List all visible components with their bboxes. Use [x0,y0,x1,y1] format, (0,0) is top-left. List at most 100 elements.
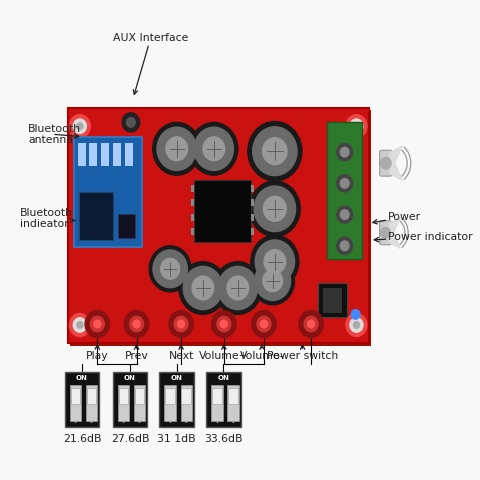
Text: 1: 1 [215,420,218,424]
Bar [206,372,241,427]
Circle shape [77,123,83,130]
Bar [323,288,343,313]
Bar [191,214,194,221]
Text: 33.6dB: 33.6dB [204,434,242,444]
Circle shape [252,127,297,176]
Text: 2: 2 [185,420,188,424]
Circle shape [299,311,324,337]
Circle shape [254,186,296,232]
Bar [191,185,194,192]
Circle shape [263,138,287,165]
Circle shape [255,240,295,283]
Polygon shape [390,153,402,180]
Polygon shape [390,146,402,174]
Circle shape [308,320,314,328]
Circle shape [70,313,90,336]
Bar [87,388,96,404]
Circle shape [381,157,391,169]
Circle shape [337,175,352,192]
Circle shape [264,196,286,221]
Text: ON: ON [217,375,229,381]
Circle shape [190,122,238,175]
Bar [101,143,109,166]
Bar [251,199,254,206]
Bar [327,122,362,259]
Circle shape [161,258,180,279]
Circle shape [353,123,360,130]
Circle shape [77,322,83,328]
Circle shape [169,311,193,337]
Bar [70,385,81,421]
Text: Power: Power [373,212,421,224]
Circle shape [350,318,363,332]
Circle shape [85,311,109,337]
Circle shape [263,270,283,292]
Circle shape [337,144,352,161]
Bar [191,199,194,206]
Text: AUX Interface: AUX Interface [113,34,188,95]
Bar [119,388,128,404]
Bar [135,388,144,404]
Text: 2: 2 [90,420,93,424]
Bar [319,283,347,317]
Circle shape [257,316,271,332]
Circle shape [340,147,349,157]
Text: 1: 1 [168,420,172,424]
Circle shape [179,262,227,314]
Circle shape [127,118,135,127]
Circle shape [340,210,349,219]
Bar [159,372,194,427]
Text: ON: ON [124,375,136,381]
Circle shape [251,257,295,305]
Circle shape [90,316,104,332]
Circle shape [157,127,196,170]
Circle shape [220,320,228,328]
Circle shape [252,311,276,337]
Bar [134,385,145,421]
Bar [70,110,371,346]
Text: Volume+: Volume+ [199,345,249,361]
Circle shape [381,228,390,238]
Text: 2: 2 [231,420,235,424]
Circle shape [261,320,267,328]
Circle shape [340,179,349,188]
Text: 27.6dB: 27.6dB [111,434,149,444]
Bar [68,108,369,343]
Circle shape [350,119,363,133]
Circle shape [130,316,144,332]
Polygon shape [389,223,400,249]
Circle shape [218,266,257,310]
Text: Bluetooth
antenna: Bluetooth antenna [28,124,81,145]
Bar [228,385,239,421]
Circle shape [212,311,236,337]
Bar [113,372,147,427]
Bar [180,385,192,421]
FancyBboxPatch shape [380,150,392,176]
Circle shape [217,316,231,332]
Bar [251,185,254,192]
Circle shape [192,276,214,300]
Circle shape [346,115,367,138]
Circle shape [227,276,249,300]
Bar [65,372,99,427]
Text: ON: ON [76,375,88,381]
Bar [78,143,85,166]
Text: 31 1dB: 31 1dB [157,434,196,444]
Circle shape [264,250,286,274]
Bar [191,228,194,235]
FancyBboxPatch shape [380,221,392,245]
Bar [165,388,175,404]
Circle shape [183,266,223,310]
Text: Power switch: Power switch [267,345,338,361]
Text: ON: ON [171,375,182,381]
Circle shape [178,320,184,328]
Bar [212,388,222,404]
Circle shape [304,316,318,332]
Circle shape [153,122,201,175]
Bar [74,137,142,247]
Circle shape [214,262,262,314]
Bar [251,214,254,221]
Bar [86,385,97,421]
Circle shape [73,119,86,133]
Text: Power indicator: Power indicator [374,232,473,242]
